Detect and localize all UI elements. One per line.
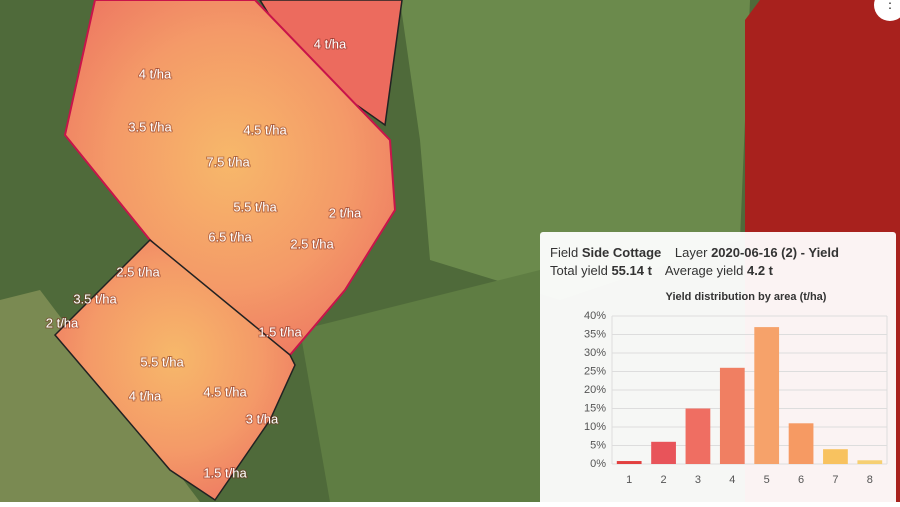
map-labels: 4 t/ha 4 t/ha 3.5 t/ha 4.5 t/ha 7.5 t/ha 5.5 … [45, 35, 363, 481]
total-label: Total yield [550, 263, 608, 278]
x-tick-label: 7 [832, 474, 838, 486]
yield-label: 4 t/ha [139, 66, 172, 81]
yield-label: 2.5 t/ha [290, 236, 334, 251]
bar [788, 423, 814, 464]
layer-label: Layer [675, 245, 708, 260]
y-tick-label: 0% [590, 458, 606, 470]
x-tick-label: 1 [626, 474, 632, 486]
yield-label: 1.5 t/ha [258, 324, 302, 339]
meadow [400, 0, 750, 300]
yield-label: 2 t/ha [46, 315, 79, 330]
average-label: Average yield [665, 263, 744, 278]
x-tick-label: 2 [661, 474, 667, 486]
average-value: 4.2 t [747, 263, 774, 278]
chart: 0% 5% 10% 15% 20% 25% 30% 35% 40% 1 2 3 4 5 6 7 8 [584, 310, 888, 486]
yield-label: 7.5 t/ha [206, 154, 250, 169]
yield-label: 3 t/ha [246, 411, 279, 426]
menu-button[interactable] [874, 0, 900, 21]
yield-label: 1.5 t/ha [203, 465, 247, 480]
menu-icon[interactable]: ⋮ [883, 0, 897, 11]
y-tick-label: 35% [584, 328, 606, 340]
yield-label: 3.5 t/ha [128, 119, 172, 134]
yield-label: 4.5 t/ha [203, 384, 247, 399]
field-south [53, 238, 296, 502]
y-tick-label: 5% [590, 439, 606, 451]
bar [651, 441, 676, 464]
y-tick-label: 25% [584, 365, 606, 377]
y-tick-label: 20% [584, 384, 606, 396]
popup-line: Field Side Cottage Layer 2020-06-16 (2) … [550, 245, 839, 260]
bar [857, 460, 883, 464]
y-tick-label: 40% [584, 310, 606, 322]
y-tick-label: 15% [584, 402, 606, 414]
x-tick-label: 4 [729, 474, 735, 486]
yield-label: 6.5 t/ha [208, 229, 252, 244]
field-yield [63, 0, 397, 357]
total-value: 55.14 t [611, 263, 652, 278]
yield-label: 4 t/ha [129, 388, 162, 403]
layer-name: 2020-06-16 (2) - Yield [711, 245, 839, 260]
x-tick-label: 5 [764, 474, 770, 486]
y-tick-label: 30% [584, 347, 606, 359]
field-plot [0, 290, 200, 502]
bar [754, 327, 780, 464]
x-tick-label: 6 [798, 474, 804, 486]
x-tick-label: 3 [695, 474, 701, 486]
yield-label: 2.5 t/ha [116, 264, 160, 279]
yield-label: 2 t/ha [329, 205, 362, 220]
y-tick-label: 10% [584, 421, 606, 433]
x-tick-label: 8 [867, 474, 873, 486]
yield-label: 5.5 t/ha [140, 354, 184, 369]
bar [685, 408, 711, 464]
chart-title: Yield distribution by area (t/ha) [666, 291, 827, 303]
bar [719, 367, 745, 464]
yield-label: 3.5 t/ha [73, 291, 117, 306]
yield-label: 4 t/ha [314, 36, 347, 51]
yield-label: 4.5 t/ha [243, 122, 287, 137]
bar [616, 461, 642, 464]
popup-line: Total yield 55.14 t Average yield 4.2 t [550, 263, 774, 278]
field-name: Side Cottage [582, 245, 661, 260]
bar [823, 449, 848, 464]
meadow [300, 270, 540, 502]
field-label: Field [550, 245, 578, 260]
yield-label: 5.5 t/ha [233, 199, 277, 214]
